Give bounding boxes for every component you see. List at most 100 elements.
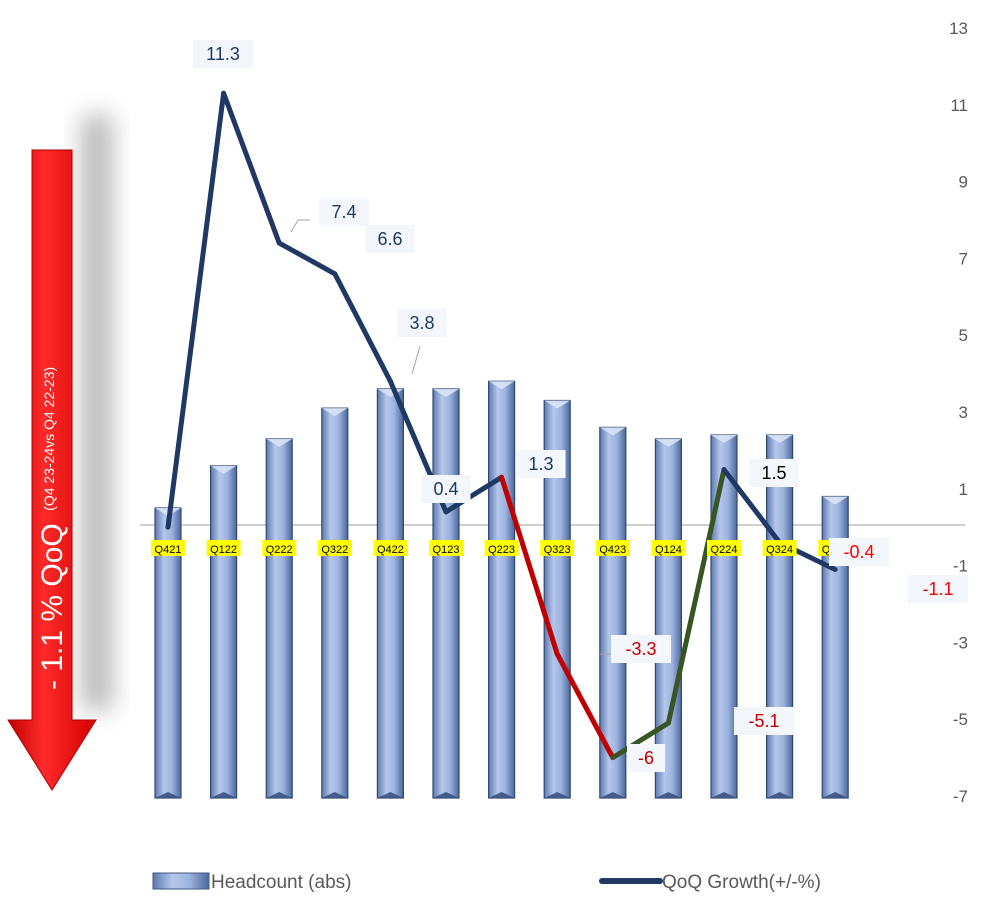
category-label-q224: Q224 xyxy=(707,540,741,556)
svg-text:Q222: Q222 xyxy=(266,544,293,556)
growth-segment-q423-q124 xyxy=(610,720,671,761)
svg-text:-1.1: -1.1 xyxy=(922,579,953,599)
legend: Headcount (abs) QoQ Growth(+/-%) xyxy=(152,872,821,893)
svg-text:0.4: 0.4 xyxy=(433,479,458,499)
category-label-q421: Q421 xyxy=(151,540,185,556)
y-tick-label: -1 xyxy=(953,557,968,576)
bar-body xyxy=(210,465,238,799)
bar-top-bevel xyxy=(711,435,737,444)
growth-data-labels: 11.3 7.4 6.6 3.8 0.4 1.3 -3.3 -6 -5.1 1.5 -0.4 -1.1 xyxy=(193,40,968,772)
bar-bottom-bevel xyxy=(711,792,737,798)
legend-item-growth: QoQ Growth(+/-%) xyxy=(599,872,821,893)
svg-text:Q422: Q422 xyxy=(377,544,404,556)
legend-label-growth: QoQ Growth(+/-%) xyxy=(662,872,821,893)
bar-q322 xyxy=(321,407,349,799)
growth-segment-q123-q223 xyxy=(443,474,505,515)
bar-body xyxy=(321,407,349,799)
bar-bottom-bevel xyxy=(266,792,293,798)
data-label-q122: 11.3 xyxy=(193,40,253,68)
category-label-q122: Q122 xyxy=(206,540,241,556)
bar-body xyxy=(376,388,404,799)
bar-bottom-bevel xyxy=(599,792,626,798)
svg-text:Q324: Q324 xyxy=(766,544,793,556)
category-label-q323: Q323 xyxy=(540,540,575,556)
bar-top-bevel xyxy=(544,400,571,409)
y-tick-label: 13 xyxy=(949,19,968,38)
y-tick-label: 11 xyxy=(950,96,968,115)
growth-segment-q323-q423 xyxy=(554,651,616,761)
svg-text:Q123: Q123 xyxy=(433,544,460,556)
legend-item-headcount: Headcount (abs) xyxy=(152,872,351,893)
bar-top-bevel xyxy=(321,408,348,417)
bar-q324 xyxy=(765,434,794,799)
bar-bottom-bevel xyxy=(155,792,181,798)
bar-top-bevel xyxy=(599,427,626,436)
bar-q222 xyxy=(265,438,293,799)
bar-bottom-bevel xyxy=(544,792,571,798)
bar-top-bevel xyxy=(822,496,849,505)
data-label-q423: -6 xyxy=(627,744,665,772)
legend-label-headcount: Headcount (abs) xyxy=(211,872,351,893)
y-tick-label: 1 xyxy=(959,480,968,499)
svg-text:1.5: 1.5 xyxy=(761,463,786,483)
data-label-q224: 1.5 xyxy=(749,459,799,487)
svg-text:Q323: Q323 xyxy=(544,544,571,556)
svg-text:-5.1: -5.1 xyxy=(748,711,779,731)
bar-bottom-bevel xyxy=(433,792,459,798)
bar-q422 xyxy=(376,388,404,799)
bar-bottom-bevel xyxy=(488,792,515,798)
right-y-axis: 13 11 9 7 5 3 1 -1 -3 -5 -7 xyxy=(949,19,968,806)
bar-q223 xyxy=(488,380,516,799)
y-tick-label: -3 xyxy=(953,633,968,652)
bar-q124 xyxy=(654,438,683,799)
svg-text:Q124: Q124 xyxy=(655,544,682,556)
growth-segment-q224-q324 xyxy=(721,467,783,546)
data-label-q322: 6.6 xyxy=(365,225,415,253)
growth-segment-q124-q224 xyxy=(665,467,727,726)
y-tick-label: 7 xyxy=(959,249,968,268)
data-label-q223: 1.3 xyxy=(516,450,566,478)
y-tick-label: -7 xyxy=(953,787,968,806)
bar-body xyxy=(488,380,516,799)
bar-q123 xyxy=(432,388,460,799)
bar-top-bevel xyxy=(488,381,515,390)
data-label-q424: -1.1 xyxy=(908,575,968,603)
bar-body xyxy=(710,434,738,799)
bar-top-bevel xyxy=(766,435,793,444)
svg-text:6.6: 6.6 xyxy=(377,229,402,249)
growth-annotation-arrow: - 1.1 % QoQ (Q4 23-24vs Q4 22-23) xyxy=(7,115,112,791)
bar-top-bevel xyxy=(655,438,682,447)
bar-q224 xyxy=(710,434,738,799)
headcount-bars xyxy=(154,380,849,799)
down-arrow-icon xyxy=(7,149,97,791)
svg-text:7.4: 7.4 xyxy=(331,202,356,222)
category-labels: Q421 Q122 Q222 Q322 Q422 Q123 Q223 Q323 Q423 Q124… xyxy=(151,540,853,556)
data-label-q222: 7.4 xyxy=(319,198,369,226)
bar-bottom-bevel xyxy=(377,792,404,798)
annotation-main-text: - 1.1 % QoQ xyxy=(36,523,69,690)
y-tick-label: 9 xyxy=(959,173,968,192)
svg-text:Q322: Q322 xyxy=(321,544,348,556)
data-label-q323: -3.3 xyxy=(611,635,671,663)
svg-text:-3.3: -3.3 xyxy=(625,639,656,659)
y-tick-label: -5 xyxy=(953,710,968,729)
svg-text:-6: -6 xyxy=(638,748,654,768)
annotation-sub-text: (Q4 23-24vs Q4 22-23) xyxy=(41,367,57,511)
bar-bottom-bevel xyxy=(655,792,682,798)
svg-text:3.8: 3.8 xyxy=(409,313,434,333)
category-label-q322: Q322 xyxy=(317,540,352,556)
data-label-q422: 3.8 xyxy=(397,309,447,337)
bar-body xyxy=(432,388,460,799)
svg-text:Q223: Q223 xyxy=(488,544,515,556)
bar-bottom-bevel xyxy=(822,792,849,798)
growth-segment-q322-q422 xyxy=(332,271,393,384)
bar-top-bevel xyxy=(433,388,459,397)
data-label-q324: -0.4 xyxy=(829,538,889,566)
bar-q421 xyxy=(154,507,182,799)
category-label-q222: Q222 xyxy=(262,540,297,556)
category-label-q422: Q422 xyxy=(373,540,408,556)
y-tick-label: 3 xyxy=(959,403,968,422)
growth-segment-q223-q323 xyxy=(499,474,560,657)
category-label-q423: Q423 xyxy=(595,540,630,556)
